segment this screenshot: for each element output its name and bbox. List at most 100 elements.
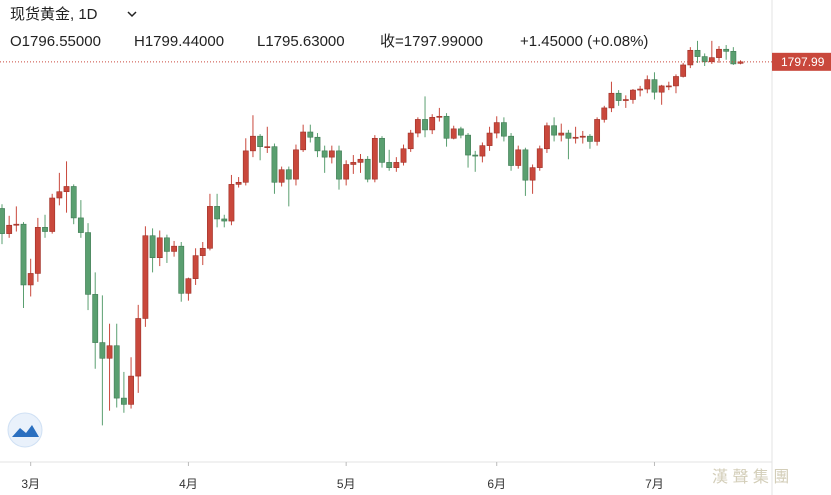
candle-body: [250, 135, 256, 152]
candle-body: [49, 197, 56, 232]
candle-body: [278, 169, 285, 183]
candle-body: [429, 117, 436, 131]
candle-body: [371, 137, 378, 180]
candle-body: [27, 273, 34, 286]
x-tick-label: 4月: [179, 477, 198, 491]
candle-body: [70, 186, 77, 219]
candle-body: [56, 191, 63, 199]
candle-body: [579, 135, 586, 138]
candle-body: [0, 208, 5, 234]
candle-body: [608, 92, 615, 109]
x-tick-label: 3月: [21, 477, 40, 491]
candle-body: [493, 122, 500, 134]
candle-body: [407, 132, 414, 150]
close-value: 收=1797.99000: [380, 33, 483, 50]
candle-body: [207, 206, 213, 249]
candle-body: [515, 149, 522, 166]
watermark: 漢 聲 集 團: [712, 468, 789, 486]
candle-body: [730, 51, 737, 65]
candle-body: [13, 223, 20, 226]
candle-body: [300, 131, 307, 151]
candle-body: [457, 128, 464, 136]
candle-body: [293, 149, 299, 180]
candle-body: [422, 119, 428, 131]
logo[interactable]: [7, 412, 43, 448]
candle-body: [221, 218, 228, 222]
candle-body: [716, 48, 722, 58]
candle-body: [436, 115, 443, 118]
candle-body: [228, 184, 235, 222]
candle-body: [723, 48, 730, 52]
candle-body: [673, 76, 679, 87]
candle-body: [164, 237, 170, 252]
candle-body: [472, 154, 479, 157]
candle-body: [601, 107, 608, 120]
open-value: O1796.55000: [10, 33, 101, 50]
candle-body: [558, 132, 565, 136]
candle-body: [393, 162, 400, 168]
candle-body: [185, 278, 192, 294]
candle-body: [572, 136, 579, 139]
candle-body: [529, 167, 536, 181]
candle-body: [658, 85, 665, 93]
candle-body: [615, 92, 622, 101]
candles: [0, 40, 744, 426]
candle-body: [414, 119, 421, 134]
candle-body: [565, 132, 572, 139]
high-value: H1799.44000: [134, 33, 224, 50]
candle-body: [149, 235, 156, 259]
candle-body: [357, 158, 364, 163]
candle-body: [156, 237, 163, 259]
change-value: +1.45000 (+0.08%): [520, 33, 648, 50]
candle-body: [85, 232, 91, 295]
candle-body: [171, 245, 177, 252]
dropdown-chevron[interactable]: [127, 11, 137, 18]
candle-body: [242, 150, 249, 183]
candle-body: [479, 145, 486, 157]
candle-body: [400, 148, 407, 163]
candle-body: [128, 375, 134, 405]
candle-body: [285, 169, 292, 180]
candle-body: [99, 342, 106, 359]
candle-body: [63, 186, 70, 193]
candle-body: [544, 125, 550, 150]
chart-title[interactable]: 现货黄金, 1D: [10, 6, 98, 23]
candle-body: [379, 137, 385, 163]
x-tick-label: 5月: [337, 477, 356, 491]
candle-body: [257, 135, 264, 147]
candle-body: [630, 89, 636, 100]
candle-body: [113, 345, 120, 399]
candle-body: [701, 56, 708, 63]
candle-body: [343, 164, 350, 180]
candle-body: [142, 235, 149, 319]
candle-body: [34, 227, 41, 274]
candle-body: [120, 397, 127, 405]
candle-body: [314, 136, 321, 152]
last-price-label: 1797.99: [781, 55, 825, 69]
candle-body: [508, 135, 514, 166]
last-price-tag: [772, 52, 831, 71]
candle-body: [135, 318, 142, 377]
candle-body: [321, 150, 328, 158]
candle-body: [687, 49, 694, 66]
candle-body: [500, 122, 507, 137]
candle-body: [651, 79, 658, 93]
candle-body: [486, 132, 493, 146]
candle-body: [637, 88, 644, 91]
candle-body: [214, 206, 220, 220]
candle-body: [77, 217, 84, 233]
candle-body: [6, 224, 13, 234]
candle-body: [20, 223, 27, 286]
x-tick-label: 7月: [645, 477, 664, 491]
candle-body: [708, 57, 715, 63]
candle-body: [465, 134, 471, 156]
candle-body: [235, 181, 242, 185]
low-value: L1795.63000: [257, 33, 345, 50]
candle-body: [551, 125, 557, 136]
candle-body: [665, 85, 672, 88]
candle-body: [694, 49, 701, 57]
candle-body: [42, 227, 48, 232]
candle-body: [587, 135, 593, 142]
